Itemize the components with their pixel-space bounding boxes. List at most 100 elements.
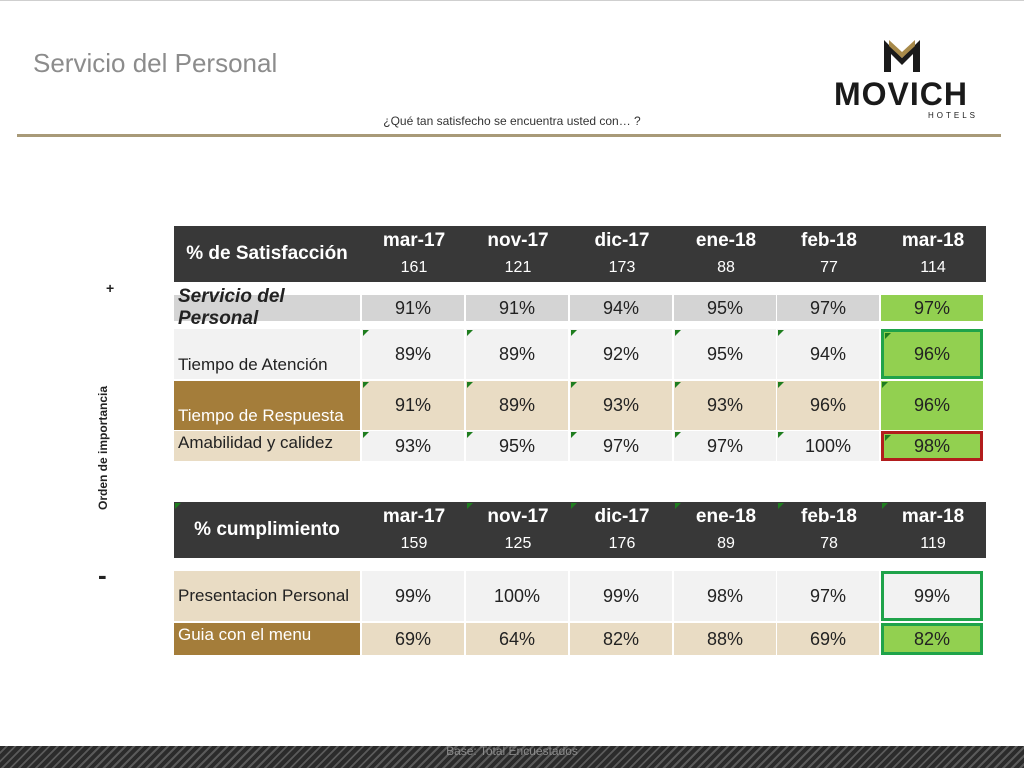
value-cell: 89% <box>466 381 568 430</box>
logo-mark-icon <box>884 40 920 72</box>
header-label: % de Satisfacción <box>174 226 360 282</box>
cell-flag-icon <box>571 330 577 336</box>
value-cell: 93% <box>570 381 672 430</box>
order-minus: - <box>98 560 107 590</box>
month-header: mar-17 159 <box>362 502 466 558</box>
month-label: nov-17 <box>487 506 549 527</box>
cell-flag-icon <box>885 435 891 441</box>
month-label: mar-18 <box>901 230 965 251</box>
value-cell: 94% <box>570 295 672 321</box>
row-label: Guia con el menu <box>174 623 360 655</box>
sample-size: 173 <box>608 259 636 276</box>
value-cell: 95% <box>674 329 776 379</box>
month-header: nov-17 121 <box>466 226 570 282</box>
month-label: mar-17 <box>382 230 446 251</box>
cell-flag-icon <box>175 503 181 509</box>
cell-flag-icon <box>675 432 681 438</box>
base-note: Base: Total Encuestados <box>446 744 578 758</box>
cell-flag-icon <box>363 330 369 336</box>
sample-size: 89 <box>717 535 735 552</box>
order-axis-label: Orden de importancia <box>96 385 110 511</box>
cell-flag-icon <box>467 432 473 438</box>
row-label: Amabilidad y calidez <box>174 431 360 461</box>
cell-flag-icon <box>675 382 681 388</box>
row-label: Tiempo de Atención <box>174 329 360 379</box>
month-header: nov-17 125 <box>466 502 570 558</box>
month-header: mar-18 119 <box>881 502 985 558</box>
month-header: mar-18 114 <box>881 226 985 282</box>
cell-flag-icon <box>363 382 369 388</box>
sample-size: 161 <box>400 259 428 276</box>
month-header: dic-17 176 <box>570 502 674 558</box>
value-cell: 69% <box>777 623 879 655</box>
value-cell: 99% <box>362 571 464 621</box>
value-cell: 89% <box>362 329 464 379</box>
cell-flag-icon <box>571 503 577 509</box>
value-cell: 97% <box>674 431 776 461</box>
logo-subtitle: HOTELS <box>927 111 978 120</box>
row-label: Servicio del Personal <box>174 286 360 329</box>
value-cell: 91% <box>362 381 464 430</box>
cell-flag-icon <box>885 333 891 339</box>
value-cell: 91% <box>362 295 464 321</box>
cell-flag-icon <box>467 503 473 509</box>
value-cell: 92% <box>570 329 672 379</box>
value-cell: 94% <box>777 329 879 379</box>
value-cell: 69% <box>362 623 464 655</box>
footer-pattern-band <box>0 746 1024 768</box>
cell-flag-icon <box>778 432 784 438</box>
logo-wordmark: MOVICH <box>834 76 968 112</box>
value-cell: 95% <box>674 295 776 321</box>
month-header: dic-17 173 <box>570 226 674 282</box>
value-cell: 97% <box>881 295 983 321</box>
sample-size: 125 <box>504 535 532 552</box>
value-cell: 93% <box>362 431 464 461</box>
cell-flag-icon <box>882 503 888 509</box>
row-label: Tiempo de Respuesta <box>174 381 360 430</box>
month-label: dic-17 <box>594 506 650 527</box>
cell-flag-icon <box>571 432 577 438</box>
cell-flag-icon <box>778 330 784 336</box>
value-cell: 91% <box>466 295 568 321</box>
month-label: feb-18 <box>801 230 857 251</box>
sample-size: 121 <box>504 259 532 276</box>
month-label: feb-18 <box>801 506 857 527</box>
cell-flag-icon <box>675 503 681 509</box>
month-header: feb-18 78 <box>777 502 881 558</box>
order-plus: + <box>106 280 115 296</box>
value-cell: 93% <box>674 381 776 430</box>
value-cell: 82% <box>881 623 983 655</box>
cell-flag-icon <box>882 382 888 388</box>
cell-flag-icon <box>467 330 473 336</box>
month-label: mar-18 <box>901 506 965 527</box>
value-cell: 99% <box>570 571 672 621</box>
month-header: feb-18 77 <box>777 226 881 282</box>
value-cell: 97% <box>777 295 879 321</box>
value-cell: 95% <box>466 431 568 461</box>
value-cell: 64% <box>466 623 568 655</box>
value-cell: 99% <box>881 571 983 621</box>
cell-flag-icon <box>778 382 784 388</box>
value-cell: 96% <box>881 381 983 430</box>
month-label: nov-17 <box>487 230 549 251</box>
value-cell: 89% <box>466 329 568 379</box>
cell-flag-icon <box>675 330 681 336</box>
sample-size: 88 <box>717 259 735 276</box>
value-cell: 98% <box>674 571 776 621</box>
month-label: ene-18 <box>695 506 757 527</box>
header-divider <box>17 134 1001 137</box>
month-header: ene-18 89 <box>674 502 778 558</box>
value-cell: 98% <box>881 431 983 461</box>
sample-size: 159 <box>400 535 428 552</box>
cell-flag-icon <box>467 382 473 388</box>
sample-size: 114 <box>920 259 946 276</box>
value-cell: 82% <box>570 623 672 655</box>
cell-flag-icon <box>363 432 369 438</box>
header-label: % cumplimiento <box>174 502 360 558</box>
sample-size: 77 <box>820 259 838 276</box>
value-cell: 97% <box>570 431 672 461</box>
value-cell: 96% <box>881 329 983 379</box>
cell-flag-icon <box>778 503 784 509</box>
row-label: Presentacion Personal <box>174 571 360 621</box>
value-cell: 96% <box>777 381 879 430</box>
